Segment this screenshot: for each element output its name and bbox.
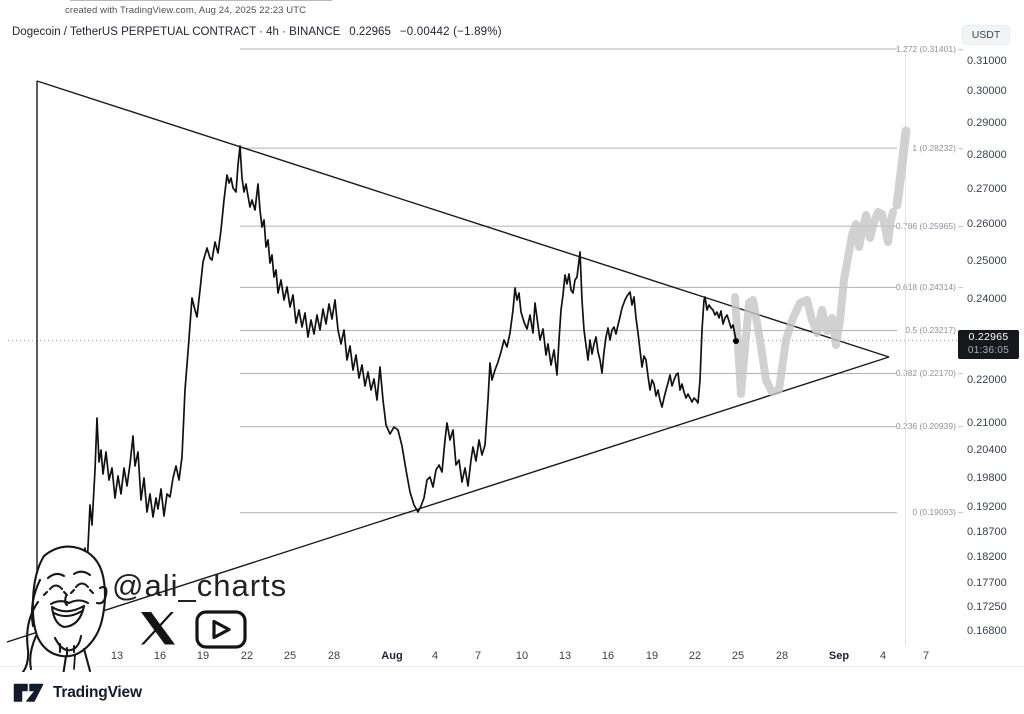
price-axis-border — [905, 47, 906, 646]
last-price-dot — [733, 338, 739, 344]
fib-lines — [240, 48, 897, 514]
quote-currency-label: USDT — [971, 29, 1001, 41]
fib-level-label: 0.5 (0.23217) – — [905, 324, 963, 335]
fib-level-label: 0.382 (0.22170) – — [895, 367, 963, 378]
fib-level-label: 0.236 (0.20939) – — [895, 421, 963, 432]
symbol-title: Dogecoin / TetherUS PERPETUAL CONTRACT ·… — [12, 26, 341, 38]
price-tick-label: 0.25000 — [967, 254, 1007, 267]
time-tick-label: 25 — [283, 650, 297, 662]
tradingview-logo-icon[interactable] — [13, 681, 47, 705]
time-tick-label: 22 — [240, 650, 254, 662]
time-tick-label: 10 — [515, 650, 529, 662]
fib-level-label: 0 (0.19093) – — [912, 507, 963, 518]
projection-squiggle-arrow[interactable] — [731, 208, 897, 398]
dynamic-series — [6, 80, 957, 670]
triangle-upper-trendline[interactable] — [36, 80, 890, 358]
price-tick-label: 0.22000 — [967, 374, 1007, 387]
fib-level-label: 1 (0.28232) – — [912, 142, 963, 153]
watermark-handle: @ali_charts — [112, 568, 288, 603]
bottom-divider — [0, 666, 1024, 667]
time-tick-label: 25 — [731, 650, 745, 662]
price-tick-label: 0.17700 — [967, 576, 1007, 589]
time-tick-label: 19 — [645, 650, 659, 662]
footer-bar: TradingView — [0, 672, 1024, 714]
created-note: created with TradingView.com, Aug 24, 20… — [65, 5, 307, 16]
price-tick-label: 0.16800 — [967, 625, 1007, 638]
time-tick-label: 22 — [688, 650, 702, 662]
price-tick-label: 0.18200 — [967, 550, 1007, 563]
time-tick-label: 4 — [879, 650, 887, 662]
time-tick-label: 7 — [922, 650, 930, 662]
x-logo-icon — [141, 612, 175, 645]
price-tick-label: 0.26000 — [967, 218, 1007, 231]
time-tick-label: 19 — [196, 650, 210, 662]
badge-countdown: 01:36:05 — [967, 344, 1010, 356]
price-tick-label: 0.27000 — [967, 183, 1007, 196]
time-tick-label: 28 — [327, 650, 341, 662]
price-tick-label: 0.17250 — [967, 600, 1007, 613]
quote-currency-button[interactable]: USDT — [962, 25, 1010, 45]
fib-level-label: 1.272 (0.31401) – — [895, 43, 963, 54]
last-price-badge: 0.22965 01:36:05 — [958, 329, 1019, 359]
price-tick-label: 0.28000 — [967, 149, 1007, 162]
time-tick-label: 4 — [431, 650, 439, 662]
fib-level-label: 0.618 (0.24314) – — [895, 281, 963, 292]
badge-price: 0.22965 — [968, 330, 1009, 343]
youtube-icon — [195, 610, 247, 649]
price-change: −0.00442 (−1.89%) — [399, 26, 502, 38]
price-tick-label: 0.18700 — [967, 525, 1007, 538]
price-line-series — [73, 145, 737, 670]
price-tick-label: 0.19200 — [967, 500, 1007, 513]
symbol-header: Dogecoin / TetherUS PERPETUAL CONTRACT ·… — [12, 26, 502, 38]
triangle-lower-trendline[interactable] — [6, 356, 890, 643]
tradingview-brand-link[interactable]: TradingView — [53, 684, 142, 701]
time-tick-label: 28 — [775, 650, 789, 662]
time-tick-label: 16 — [153, 650, 167, 662]
projection-squiggle-arrow[interactable] — [892, 126, 911, 210]
price-tick-label: 0.29000 — [967, 116, 1007, 129]
time-tick-label: 7 — [474, 650, 482, 662]
time-tick-label: 13 — [558, 650, 572, 662]
price-tick-label: 0.21000 — [967, 417, 1007, 430]
price-tick-label: 0.31000 — [967, 54, 1007, 67]
time-tick-label: 13 — [110, 650, 124, 662]
price-tick-label: 0.30000 — [967, 85, 1007, 98]
time-tick-label: Aug — [381, 650, 403, 662]
time-tick-label: Sep — [828, 650, 850, 662]
last-price: 0.22965 — [349, 26, 391, 38]
artist-avatar-sketch — [21, 545, 121, 704]
fib-level-label: 0.786 (0.25965) – — [895, 220, 963, 231]
price-tick-label: 0.24000 — [967, 293, 1007, 306]
time-tick-label: 16 — [601, 650, 615, 662]
price-tick-label: 0.20400 — [967, 444, 1007, 457]
top-hairline — [70, 0, 332, 1]
price-tick-label: 0.19800 — [967, 472, 1007, 485]
